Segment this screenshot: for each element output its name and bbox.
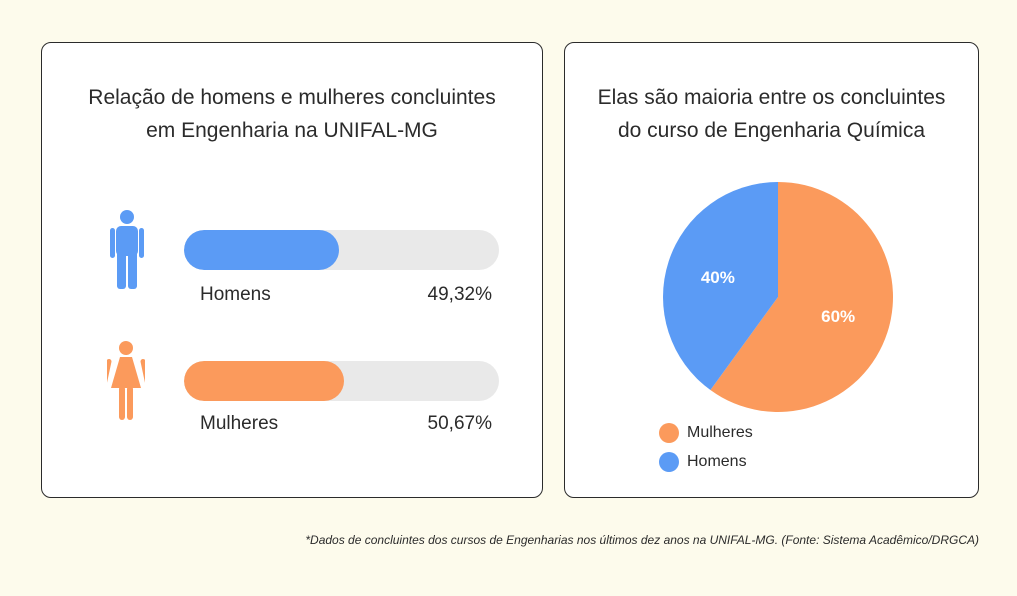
bar-track-homens: [184, 230, 499, 270]
pie-label-homens: 40%: [701, 268, 735, 287]
bar-chart-title: Relação de homens e mulheres concluintes…: [88, 86, 496, 142]
bar-homens: [184, 230, 340, 270]
bar-mulheres: [184, 361, 344, 401]
footnote: *Dados de concluintes dos cursos de Enge…: [305, 533, 979, 547]
legend-dot-mulheres: [659, 423, 679, 443]
bar-value-mulheres: 50,67%: [427, 413, 492, 434]
legend-label-mulheres: Mulheres: [687, 424, 753, 441]
woman-icon: [107, 341, 145, 420]
pie-chart-title: Elas são maioria entre os concluintes do…: [597, 86, 946, 142]
man-icon: [110, 210, 144, 289]
bar-value-homens: 49,32%: [427, 284, 492, 305]
bar-label-mulheres: Mulheres: [200, 413, 279, 434]
pie-label-mulheres: 60%: [821, 307, 855, 326]
bar-track-mulheres: [184, 361, 499, 401]
pie-chart: 60% 40%: [663, 182, 893, 412]
gender-bar-card: Relação de homens e mulheres concluintes…: [41, 42, 543, 498]
legend-item-mulheres: Mulheres: [659, 423, 753, 443]
pie-slice-mulheres: [710, 182, 893, 412]
bar-label-homens: Homens: [200, 284, 271, 305]
pie-chart-card: Elas são maioria entre os concluintes do…: [564, 42, 979, 498]
legend-item-homens: Homens: [659, 452, 747, 472]
legend-label-homens: Homens: [687, 453, 747, 470]
pie-slice-homens: [663, 182, 778, 391]
legend-dot-homens: [659, 452, 679, 472]
